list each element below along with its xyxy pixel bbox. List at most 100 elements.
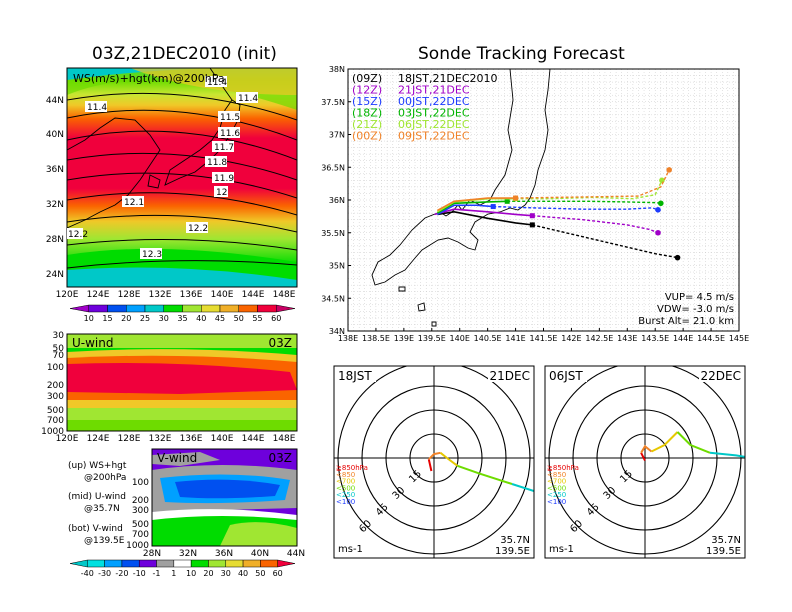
svg-text:(bot) V-wind: (bot) V-wind [68, 524, 123, 534]
colorbar-label: -10 [133, 569, 146, 578]
svg-text:30: 30 [53, 331, 65, 341]
polar-lon: 139.5E [706, 546, 741, 557]
hodograph-segment [651, 431, 679, 453]
colorbar-label: -40 [81, 569, 94, 578]
svg-text:@35.7N: @35.7N [84, 504, 120, 514]
track-series [436, 198, 664, 214]
y-tick-label: 36.5N [321, 163, 345, 172]
svg-text:03Z: 03Z [269, 336, 293, 350]
svg-text:500: 500 [47, 406, 64, 416]
colorbar-label: 35 [177, 314, 187, 323]
svg-text:36N: 36N [215, 549, 233, 559]
burst-marker [490, 204, 496, 210]
svg-text:11.7: 11.7 [214, 143, 234, 153]
svg-text:(mid) U-wind: (mid) U-wind [68, 492, 126, 502]
ascent-line [434, 208, 533, 217]
svg-text:VUP= 4.5 m/s: VUP= 4.5 m/s [665, 292, 734, 303]
svg-text:100: 100 [132, 478, 149, 488]
y-tick-label: 37.5N [321, 98, 345, 107]
sonde-params: VUP= 4.5 m/s VDW= -3.0 m/s Burst Alt= 21… [638, 292, 734, 327]
ascent-line [436, 200, 508, 214]
hodograph-segment [709, 451, 745, 458]
x-tick-label: 145E [729, 334, 749, 343]
svg-text:132E: 132E [149, 290, 172, 300]
colorbar-label: 50 [255, 569, 265, 578]
x-tick-label: 142E [561, 334, 581, 343]
svg-text:300: 300 [132, 506, 149, 516]
x-tick-label: 142.5E [585, 334, 613, 343]
level-label: <700 [547, 478, 566, 486]
svg-text:32N: 32N [179, 549, 197, 559]
init-title: 03Z,21DEC2010 (init) [92, 44, 277, 64]
u-wind-panel: U-wind 03Z 30 50 70 100 200 300 500 700 … [41, 331, 298, 444]
polar-lat: 35.7N [711, 535, 741, 546]
burst-marker [504, 198, 510, 204]
landing-marker [658, 200, 664, 207]
svg-text:03Z: 03Z [269, 451, 293, 465]
svg-text:44N: 44N [46, 96, 64, 106]
svg-text:1000: 1000 [126, 541, 149, 551]
colorbar-label: 60 [273, 569, 283, 578]
v-wind-panel: V-wind 03Z 100 200 300 500 700 1000 28N … [126, 448, 305, 559]
hodograph-segment [427, 459, 433, 472]
x-tick-label: 141.5E [530, 334, 558, 343]
descent-line [515, 169, 670, 199]
hodograph-segment [640, 452, 646, 462]
landing-marker [674, 254, 681, 261]
legend-time: 03JST,22DEC [398, 107, 470, 120]
legend-code: (21Z) [352, 118, 382, 131]
track-series [437, 210, 681, 261]
polar-date: 21DEC [490, 369, 530, 383]
burst-marker [513, 195, 519, 201]
map-axis-ticks: 44N 40N 36N 32N 28N 24N 120E 124E 128E 1… [46, 96, 296, 300]
svg-text:11.9: 11.9 [214, 174, 234, 184]
colorbar-label: -20 [115, 569, 128, 578]
svg-text:148E: 148E [273, 290, 296, 300]
svg-text:36N: 36N [46, 165, 64, 175]
level-label: <500 [547, 484, 566, 492]
x-tick-label: 140E [450, 334, 470, 343]
svg-text:700: 700 [132, 530, 149, 540]
svg-text:124E: 124E [87, 434, 110, 444]
panel-legend: (up) WS+hgt @200hPa (mid) U-wind @35.7N … [68, 461, 127, 546]
track-series [436, 167, 672, 212]
colorbar-swatch [276, 304, 296, 313]
polar-lon: 139.5E [495, 546, 530, 557]
x-tick-label: 143.5E [641, 334, 669, 343]
contour-labels: 11.4 11.4 11.5 11.6 11.7 11.8 11.9 12 12… [67, 76, 258, 260]
polar-date: 22DEC [701, 369, 741, 383]
svg-text:Burst Alt= 21.0 km: Burst Alt= 21.0 km [638, 316, 734, 327]
y-tick-label: 34.5N [321, 294, 345, 303]
colorbar-label: 10 [84, 314, 94, 323]
colorbar-label: 25 [140, 314, 150, 323]
svg-text:300: 300 [47, 392, 64, 402]
svg-text:40N: 40N [251, 549, 269, 559]
descent-line [507, 200, 661, 204]
svg-text:132E: 132E [149, 434, 172, 444]
ascent-line [436, 204, 494, 216]
svg-text:50: 50 [53, 344, 65, 354]
hodograph-segment [511, 483, 534, 493]
svg-text:28N: 28N [46, 235, 64, 245]
svg-text:12.2: 12.2 [68, 230, 88, 240]
main-title: Sonde Tracking Forecast [418, 44, 625, 64]
svg-text:500: 500 [132, 520, 149, 530]
svg-text:144E: 144E [242, 290, 265, 300]
svg-text:11.5: 11.5 [220, 113, 240, 123]
wind-speed-map: 11.4 11.4 11.5 11.6 11.7 11.8 11.9 12 12… [46, 67, 298, 300]
level-label: <850 [547, 471, 566, 479]
y-tick-label: 35N [329, 262, 345, 271]
x-tick-label: 139.5E [418, 334, 446, 343]
colorbar-label: 20 [121, 314, 131, 323]
ascent-line [436, 197, 516, 212]
ring-label: 60 [568, 518, 585, 535]
polar-time: 06JST [549, 369, 583, 383]
svg-text:40N: 40N [46, 130, 64, 140]
level-label: <250 [547, 491, 566, 499]
y-tick-label: 37N [329, 131, 345, 140]
